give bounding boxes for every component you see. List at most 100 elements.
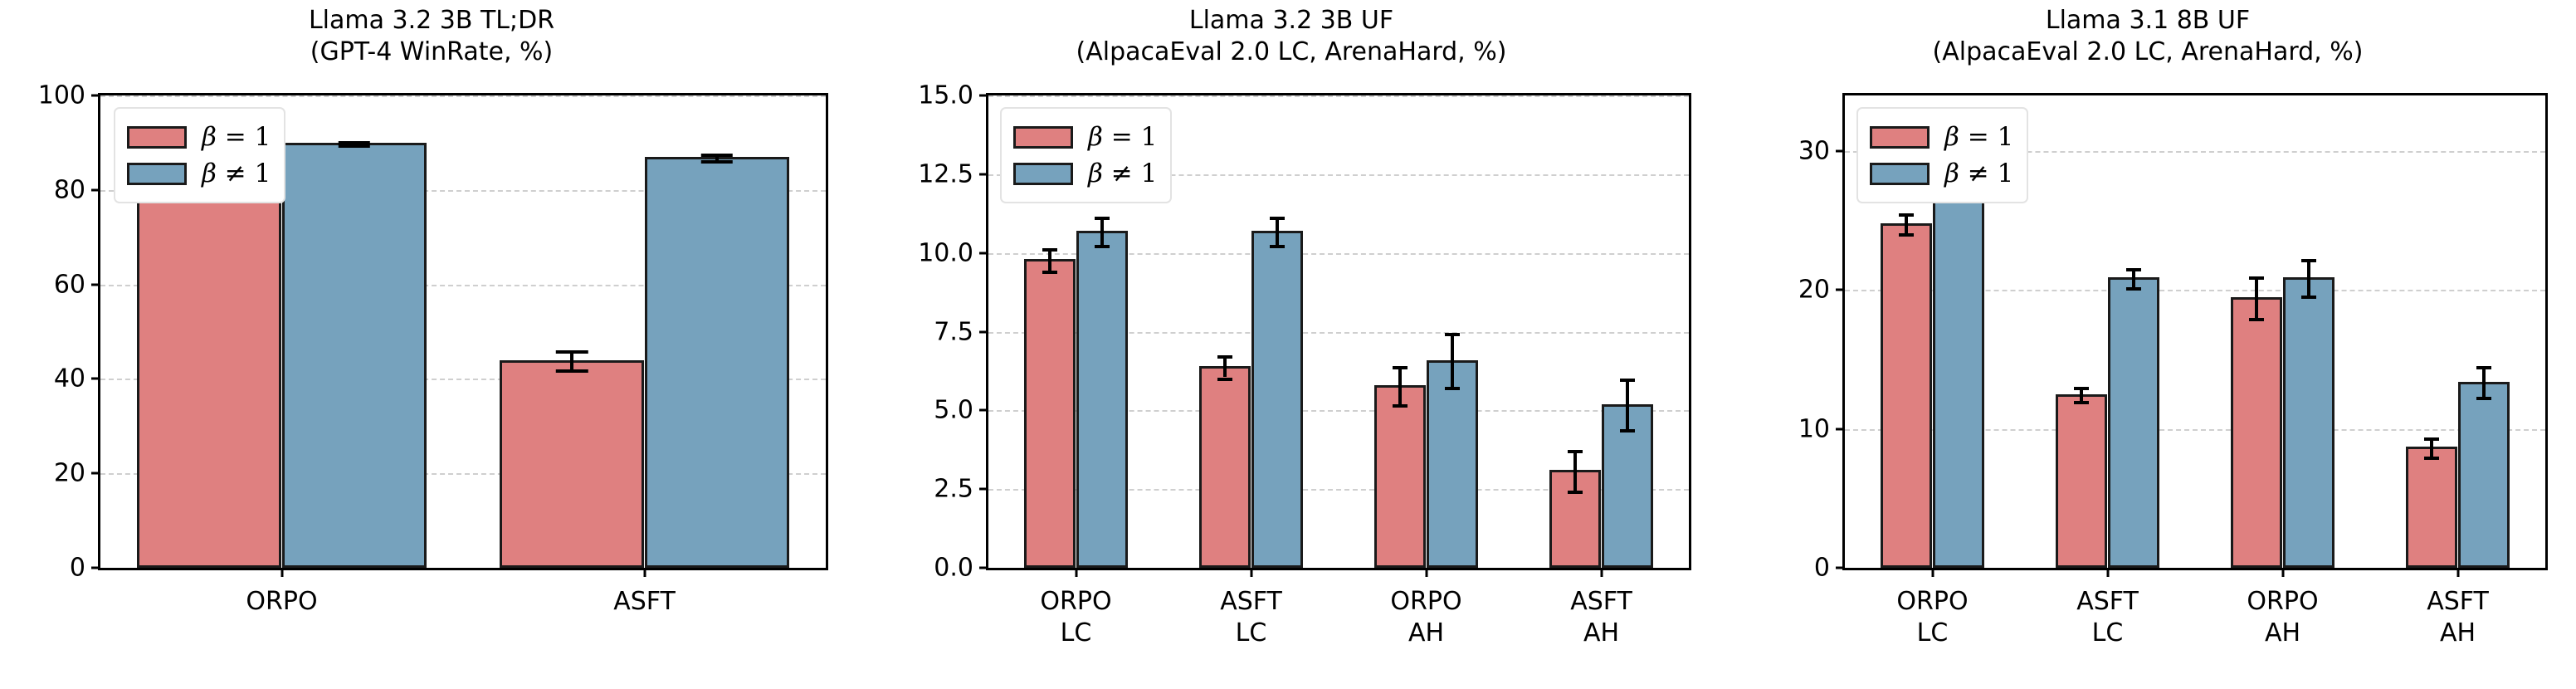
legend-entry-1: β = 1	[1013, 119, 1157, 155]
panel-3-title-line1: Llama 3.1 8B UF	[2045, 6, 2251, 35]
y-tick-mark	[91, 283, 100, 286]
legend-swatch-1	[1870, 125, 1930, 149]
bar-orpo-ah-series1	[2231, 296, 2283, 568]
panel-1-subtitle: (GPT-4 WinRate, %)	[310, 37, 554, 66]
bar-asft-lc-series2	[1251, 231, 1303, 568]
panel-2-title: Llama 3.2 3B UF (AlpacaEval 2.0 LC, Aren…	[863, 5, 1720, 68]
legend-entry-1: β = 1	[1870, 119, 2013, 155]
x-tick-label-line: AH	[1408, 618, 1445, 647]
bar-asft-series2	[644, 156, 790, 568]
panel-1-axes: 0 20 40 60 80 100 ORPO ASFT β = 1 β ≠ 1	[38, 81, 828, 616]
bar-orpo-lc-series2	[1932, 181, 1984, 568]
x-tick-mark	[1425, 568, 1427, 577]
gridline	[988, 410, 1689, 413]
legend-label-2: β ≠ 1	[1944, 159, 2014, 188]
bar-asft-lc-series1	[2056, 393, 2108, 568]
gridline	[1845, 150, 2545, 153]
error-bar-cap-upper	[1899, 213, 1915, 217]
error-bar-cap-lower	[2249, 317, 2265, 321]
x-tick-mark	[281, 568, 283, 577]
error-bar-line	[2131, 267, 2135, 287]
error-bar-line	[2306, 259, 2310, 296]
y-tick-label: 80	[53, 175, 85, 205]
x-tick-label-line: ORPO	[1896, 587, 1969, 616]
panel-3-subtitle: (AlpacaEval 2.0 LC, ArenaHard, %)	[1932, 37, 2364, 66]
x-tick-label-line: ASFT	[1570, 587, 1632, 616]
y-tick-mark	[91, 188, 100, 192]
panel-1-legend: β = 1 β ≠ 1	[114, 107, 286, 203]
error-bar-cap-upper	[2074, 387, 2090, 391]
x-tick-label-line: ASFT	[1220, 587, 1282, 616]
legend-entry-2: β ≠ 1	[127, 155, 271, 192]
y-tick-label: 5.0	[934, 395, 973, 425]
gridline	[100, 473, 826, 476]
x-tick-mark	[1600, 568, 1603, 577]
x-tick-label: ASFT	[613, 568, 676, 618]
y-tick-label: 0.0	[934, 553, 973, 583]
error-bar-cap-lower	[1094, 245, 1110, 249]
legend-entry-2: β ≠ 1	[1870, 155, 2013, 192]
error-bar-cap-upper	[1269, 217, 1285, 221]
y-tick-mark	[91, 566, 100, 569]
x-tick-label-line: LC	[2091, 618, 2124, 647]
y-tick-label: 20	[53, 458, 85, 488]
x-tick-label-line: AH	[1583, 618, 1620, 647]
y-tick-label: 60	[53, 270, 85, 300]
gridline	[100, 95, 826, 97]
error-bar-cap-lower	[1269, 245, 1285, 249]
x-tick-label-line: LC	[1060, 618, 1092, 647]
y-tick-mark	[979, 94, 988, 97]
error-bar-cap-upper	[2424, 437, 2440, 441]
panel-3-plot-area: 0 10 20 30 ORPO LC ASFT LC ORPO AH ASFT AH	[1798, 95, 2545, 647]
legend-swatch-2	[1013, 162, 1073, 185]
error-bar-line	[1905, 213, 1909, 233]
error-bar-cap-lower	[2476, 397, 2491, 401]
bar-asft-lc-series2	[2107, 277, 2159, 568]
panel-1-plot-area: 0 20 40 60 80 100 ORPO ASFT	[38, 81, 826, 616]
x-tick-label: ORPO LC	[1896, 568, 1968, 649]
x-tick-label-line: ASFT	[2427, 587, 2489, 616]
error-bar-line	[1100, 217, 1104, 246]
x-tick-label-line: ORPO	[1040, 587, 1112, 616]
y-tick-mark	[1836, 428, 1845, 431]
error-bar-line	[2430, 437, 2434, 457]
error-bar-cap-lower	[1619, 429, 1635, 433]
x-tick-label-line: ASFT	[2076, 587, 2139, 616]
error-bar-cap-lower	[1393, 403, 1408, 408]
error-bar-cap-lower	[1042, 270, 1058, 274]
y-tick-mark	[979, 252, 988, 255]
error-bar-line	[1048, 247, 1052, 271]
gridline	[1845, 428, 2545, 431]
x-tick-mark	[2106, 568, 2109, 577]
y-tick-mark	[979, 408, 988, 412]
error-bar-cap-lower	[700, 159, 734, 164]
error-bar-cap-upper	[2300, 259, 2316, 263]
legend-label-1: β = 1	[202, 122, 271, 152]
x-tick-label: ORPO LC	[1040, 568, 1111, 649]
legend-swatch-2	[1870, 162, 1930, 185]
error-bar-cap-lower	[2424, 457, 2440, 461]
x-tick-label-line: AH	[2439, 618, 2476, 647]
x-tick-label: ORPO AH	[1390, 568, 1461, 649]
error-bar-line	[1573, 449, 1578, 491]
error-bar-line	[1450, 333, 1454, 387]
error-bar-cap-upper	[2249, 276, 2265, 280]
x-tick-label-line: ASFT	[613, 587, 676, 616]
chart-panel-2: Llama 3.2 3B UF (AlpacaEval 2.0 LC, Aren…	[863, 0, 1720, 689]
error-bar-cap-upper	[1444, 333, 1460, 337]
x-tick-label: ASFT AH	[2427, 568, 2489, 649]
bar-orpo-ah-series2	[1426, 359, 1478, 568]
error-bar-cap-upper	[1094, 217, 1110, 221]
y-tick-mark	[91, 472, 100, 475]
legend-entry-1: β = 1	[127, 119, 271, 155]
gridline	[988, 173, 1689, 176]
y-tick-mark	[979, 173, 988, 176]
error-bar-cap-upper	[2125, 267, 2141, 271]
panel-2-subtitle: (AlpacaEval 2.0 LC, ArenaHard, %)	[1076, 37, 1507, 66]
panel-1-title: Llama 3.2 3B TL;DR (GPT-4 WinRate, %)	[0, 5, 863, 68]
bar-asft-lc-series1	[1199, 366, 1251, 568]
y-tick-label: 10.0	[918, 238, 973, 268]
y-tick-mark	[1836, 149, 1845, 153]
error-bar-cap-upper	[1042, 247, 1058, 252]
